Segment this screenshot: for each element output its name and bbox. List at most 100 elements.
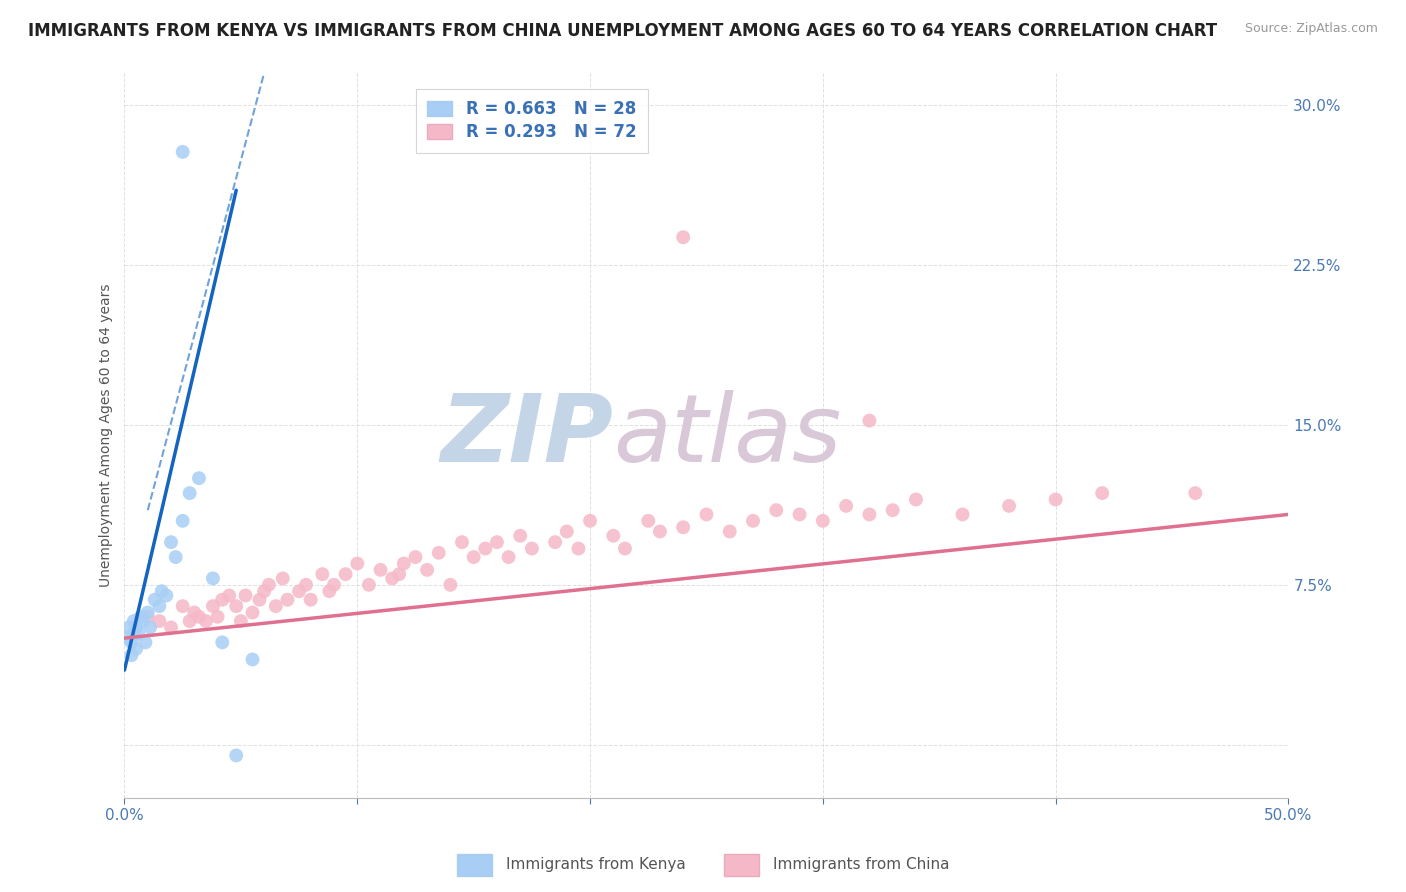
Point: [835, 499, 858, 513]
Point: [695, 508, 717, 522]
Point: [811, 514, 834, 528]
Point: [218, 589, 240, 603]
Y-axis label: Unemployment Among Ages 60 to 64 years: Unemployment Among Ages 60 to 64 years: [100, 284, 114, 587]
Point: [882, 503, 904, 517]
Point: [172, 514, 194, 528]
Point: [637, 514, 659, 528]
Point: [498, 550, 520, 565]
Point: [225, 599, 247, 614]
Point: [509, 529, 531, 543]
Point: [115, 631, 138, 645]
Point: [136, 606, 159, 620]
Point: [998, 499, 1021, 513]
Point: [520, 541, 543, 556]
Point: [125, 641, 148, 656]
Point: [127, 627, 149, 641]
Point: [474, 541, 496, 556]
Point: [295, 578, 318, 592]
Point: [264, 599, 287, 614]
Point: [544, 535, 567, 549]
Point: [1091, 486, 1114, 500]
Point: [335, 567, 357, 582]
Point: [129, 609, 152, 624]
Point: [253, 584, 276, 599]
Text: ZIP: ZIP: [440, 390, 613, 482]
Text: IMMIGRANTS FROM KENYA VS IMMIGRANTS FROM CHINA UNEMPLOYMENT AMONG AGES 60 TO 64 : IMMIGRANTS FROM KENYA VS IMMIGRANTS FROM…: [28, 22, 1218, 40]
Point: [122, 627, 145, 641]
Point: [357, 578, 380, 592]
Point: [288, 584, 311, 599]
Point: [485, 535, 508, 549]
Point: [132, 614, 155, 628]
Point: [904, 492, 927, 507]
Legend: R = 0.663   N = 28, R = 0.293   N = 72: R = 0.663 N = 28, R = 0.293 N = 72: [416, 88, 648, 153]
Point: [183, 606, 205, 620]
Point: [249, 592, 271, 607]
Point: [318, 584, 340, 599]
Text: atlas: atlas: [613, 390, 842, 481]
Point: [150, 584, 173, 599]
Point: [242, 606, 264, 620]
Point: [789, 508, 811, 522]
Point: [125, 620, 148, 634]
Point: [134, 635, 156, 649]
Text: Immigrants from China: Immigrants from China: [773, 857, 950, 872]
Point: [427, 546, 450, 560]
Point: [567, 541, 589, 556]
Point: [257, 578, 280, 592]
Point: [179, 486, 201, 500]
Point: [165, 550, 187, 565]
Point: [388, 567, 411, 582]
Point: [229, 614, 252, 628]
Point: [602, 529, 624, 543]
Point: [118, 620, 141, 634]
Point: [323, 578, 346, 592]
Point: [235, 589, 257, 603]
Point: [225, 748, 247, 763]
Point: [742, 514, 765, 528]
Point: [160, 535, 183, 549]
Point: [211, 635, 233, 649]
Point: [148, 599, 170, 614]
Point: [194, 614, 217, 628]
Point: [136, 609, 159, 624]
Point: [207, 609, 229, 624]
Point: [201, 571, 224, 585]
Point: [370, 563, 392, 577]
Point: [188, 609, 211, 624]
Point: [299, 592, 322, 607]
Point: [404, 550, 426, 565]
Point: [148, 614, 170, 628]
Point: [276, 592, 298, 607]
Point: [120, 635, 142, 649]
Point: [242, 652, 264, 666]
Point: [648, 524, 671, 539]
Point: [952, 508, 974, 522]
Text: Immigrants from Kenya: Immigrants from Kenya: [506, 857, 686, 872]
Point: [381, 571, 404, 585]
Point: [211, 592, 233, 607]
Text: Source: ZipAtlas.com: Source: ZipAtlas.com: [1244, 22, 1378, 36]
Point: [172, 599, 194, 614]
Point: [439, 578, 461, 592]
Point: [139, 620, 162, 634]
Point: [451, 535, 474, 549]
Point: [179, 614, 201, 628]
Point: [1184, 486, 1206, 500]
Point: [122, 614, 145, 628]
Point: [120, 648, 142, 663]
Point: [858, 414, 880, 428]
Point: [311, 567, 333, 582]
Point: [765, 503, 787, 517]
Point: [416, 563, 439, 577]
Point: [672, 520, 695, 534]
Point: [143, 592, 166, 607]
Point: [160, 620, 183, 634]
Point: [718, 524, 741, 539]
Point: [346, 557, 368, 571]
Point: [672, 230, 695, 244]
Point: [188, 471, 211, 485]
Point: [271, 571, 294, 585]
Point: [579, 514, 602, 528]
Point: [614, 541, 637, 556]
